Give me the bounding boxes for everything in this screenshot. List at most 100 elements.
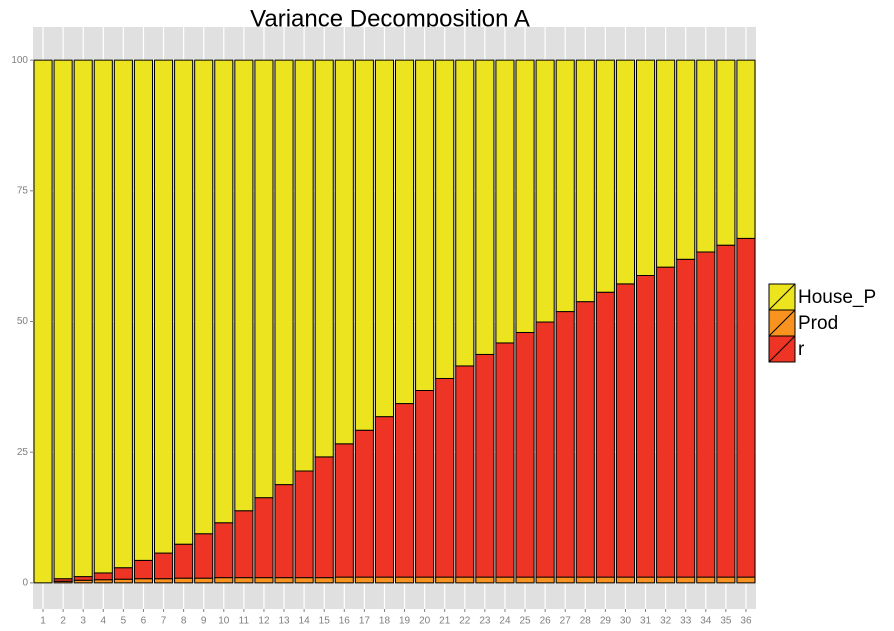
bar-segment (515, 331, 535, 578)
bar-segment (93, 59, 113, 574)
x-tick-label: 5 (121, 616, 127, 627)
x-tick-label: 27 (560, 616, 572, 627)
bar-segment (93, 572, 113, 581)
x-tick-label: 1 (40, 616, 46, 627)
bar-segment (274, 484, 294, 579)
legend-label: Prod (798, 313, 838, 334)
bar-segment (495, 576, 515, 584)
bar-segment (113, 567, 133, 580)
bar-segment (214, 59, 234, 524)
bar-segment (395, 403, 415, 578)
bar-segment (314, 59, 334, 458)
bar-segment (194, 577, 214, 584)
bar-segment (113, 59, 133, 569)
bar-segment (656, 59, 676, 268)
bar-segment (174, 543, 194, 579)
bar-segment (294, 470, 314, 579)
bar-segment (214, 577, 234, 584)
x-tick-label: 34 (700, 616, 712, 627)
bar-segment (254, 59, 274, 499)
x-tick-label: 7 (161, 616, 167, 627)
x-tick-label: 24 (499, 616, 511, 627)
bar-segment (354, 429, 374, 578)
bar-segment (314, 577, 334, 584)
bar-segment (535, 321, 555, 578)
bar-segment (395, 59, 415, 405)
bar-segment (374, 59, 394, 418)
bar-segment (636, 275, 656, 578)
bar-segment (53, 59, 73, 580)
bar-segment (515, 59, 535, 333)
x-tick-label: 35 (720, 616, 732, 627)
x-tick-label: 13 (278, 616, 290, 627)
legend-key-slash (768, 335, 796, 363)
x-tick-label: 36 (740, 616, 752, 627)
x-tick-label: 23 (479, 616, 491, 627)
bar-segment (736, 237, 756, 578)
bar-segment (374, 576, 394, 584)
bar-segment (174, 577, 194, 584)
bar-segment (435, 59, 455, 379)
bar-segment (314, 456, 334, 579)
x-tick-label: 14 (299, 616, 311, 627)
bar-segment (555, 311, 575, 578)
bar-segment (656, 266, 676, 578)
bar-segment (234, 510, 254, 579)
bar-segment (555, 59, 575, 313)
bar-segment (575, 59, 595, 303)
bar-segment (455, 576, 475, 584)
bar-segment (334, 443, 354, 578)
x-tick-label: 16 (339, 616, 351, 627)
x-tick-label: 4 (101, 616, 107, 627)
x-tick-label: 2 (60, 616, 66, 627)
bar-segment (294, 577, 314, 584)
x-tick-label: 17 (359, 616, 371, 627)
bar-segment (374, 416, 394, 578)
x-tick-label: 10 (218, 616, 230, 627)
x-tick-label: 19 (399, 616, 411, 627)
bar-segment (555, 576, 575, 584)
x-tick-label: 25 (519, 616, 531, 627)
y-tick-label: 25 (17, 447, 29, 458)
bar-segment (696, 576, 716, 584)
bar-segment (475, 576, 495, 584)
x-tick-label: 12 (258, 616, 270, 627)
bar-segment (495, 342, 515, 578)
bar-segment (736, 576, 756, 584)
bar-segment (615, 576, 635, 584)
bar-segment (716, 244, 736, 578)
bar-segment (535, 59, 555, 323)
x-tick-label: 11 (239, 616, 250, 627)
y-tick-label: 75 (17, 185, 29, 196)
legend-key-slash (768, 309, 796, 337)
x-tick-label: 30 (620, 616, 632, 627)
y-tick-label: 0 (22, 578, 28, 589)
x-tick-label: 31 (640, 616, 652, 627)
bar-segment (194, 59, 214, 535)
bar-segment (716, 59, 736, 246)
bar-segment (716, 576, 736, 584)
bar-segment (656, 576, 676, 584)
bar-segment (435, 576, 455, 584)
bar-segment (595, 59, 615, 293)
x-tick-label: 9 (201, 616, 207, 627)
legend-label: House_P (798, 287, 876, 308)
bar-segment (274, 59, 294, 486)
plot-panel (33, 27, 756, 609)
bar-segment (133, 59, 153, 561)
x-tick-label: 15 (319, 616, 331, 627)
bar-segment (435, 377, 455, 578)
bar-segment (154, 552, 174, 580)
bar-segment (676, 59, 696, 260)
bar-segment (535, 576, 555, 584)
bar-segment (415, 576, 435, 584)
bar-segment (354, 576, 374, 584)
x-tick-label: 20 (419, 616, 431, 627)
bar-segment (133, 578, 153, 584)
bar-segment (495, 59, 515, 344)
bar-segment (595, 576, 615, 584)
bar-segment (595, 291, 615, 578)
bar-segment (174, 59, 194, 545)
bar-segment (73, 576, 93, 581)
